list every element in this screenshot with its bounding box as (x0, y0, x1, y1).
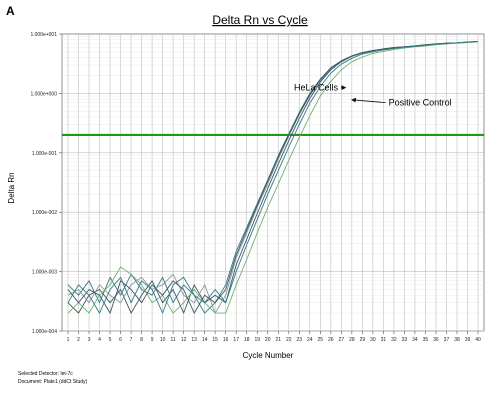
chart-title: Delta Rn vs Cycle (212, 13, 308, 27)
x-tick-label: 25 (318, 337, 324, 343)
x-tick-label: 20 (265, 337, 271, 343)
x-tick-label: 8 (140, 337, 143, 343)
x-tick-label: 33 (402, 337, 408, 343)
x-tick-label: 37 (444, 337, 450, 343)
y-tick-label: 1.000e+000 (30, 91, 57, 97)
footer-document: Document: Plate1 (ddCt Study) (18, 379, 88, 385)
x-tick-label: 16 (223, 337, 229, 343)
x-tick-label: 35 (423, 337, 429, 343)
amplification-curve-3 (67, 41, 479, 314)
x-tick-label: 12 (181, 337, 187, 343)
x-tick-label: 34 (412, 337, 418, 343)
y-tick-label: 1.000e-003 (32, 270, 58, 276)
amplification-curve-6 (67, 40, 479, 314)
y-tick-label: 1.000e-004 (32, 329, 58, 335)
x-tick-label: 22 (286, 337, 292, 343)
y-tick-label: 1.000e-002 (32, 210, 58, 216)
x-tick-label: 27 (339, 337, 345, 343)
x-tick-label: 13 (191, 337, 197, 343)
x-tick-label: 24 (307, 337, 313, 343)
x-tick-label: 40 (475, 337, 481, 343)
y-tick-label: 1.000e-001 (32, 151, 58, 157)
x-tick-label: 11 (171, 337, 176, 343)
x-tick-label: 32 (391, 337, 397, 343)
x-tick-label: 26 (328, 337, 334, 343)
x-axis-title: Cycle Number (243, 351, 294, 360)
panel-label: A (6, 4, 15, 18)
x-tick-label: 7 (130, 337, 133, 343)
annotation-positive-control: Positive Control (389, 98, 452, 108)
x-tick-label: 21 (275, 337, 281, 343)
x-tick-label: 18 (244, 337, 250, 343)
x-tick-label: 31 (381, 337, 387, 343)
x-tick-label: 2 (77, 337, 80, 343)
x-tick-label: 29 (360, 337, 366, 343)
x-tick-label: 30 (370, 337, 376, 343)
x-tick-label: 5 (109, 337, 112, 343)
y-tick-label: 1.000e+001 (30, 32, 57, 38)
x-tick-label: 23 (297, 337, 303, 343)
footer-detector: Selected Detector: let-7c (18, 371, 73, 377)
x-tick-label: 28 (349, 337, 355, 343)
x-tick-label: 4 (98, 337, 101, 343)
x-tick-label: 6 (119, 337, 122, 343)
x-tick-label: 9 (151, 337, 154, 343)
x-tick-label: 15 (212, 337, 218, 343)
x-tick-label: 38 (454, 337, 460, 343)
annotation-hela-cells: HeLa Cells (294, 83, 339, 93)
x-tick-label: 3 (88, 337, 91, 343)
x-tick-label: 17 (233, 337, 239, 343)
x-tick-label: 39 (465, 337, 471, 343)
y-axis-title: Delta Rn (7, 172, 16, 203)
x-tick-label: 14 (202, 337, 208, 343)
x-tick-label: 1 (67, 337, 70, 343)
x-tick-label: 19 (254, 337, 260, 343)
positive-control-arrow (351, 97, 386, 103)
x-tick-label: 36 (433, 337, 439, 343)
x-tick-label: 10 (160, 337, 166, 343)
